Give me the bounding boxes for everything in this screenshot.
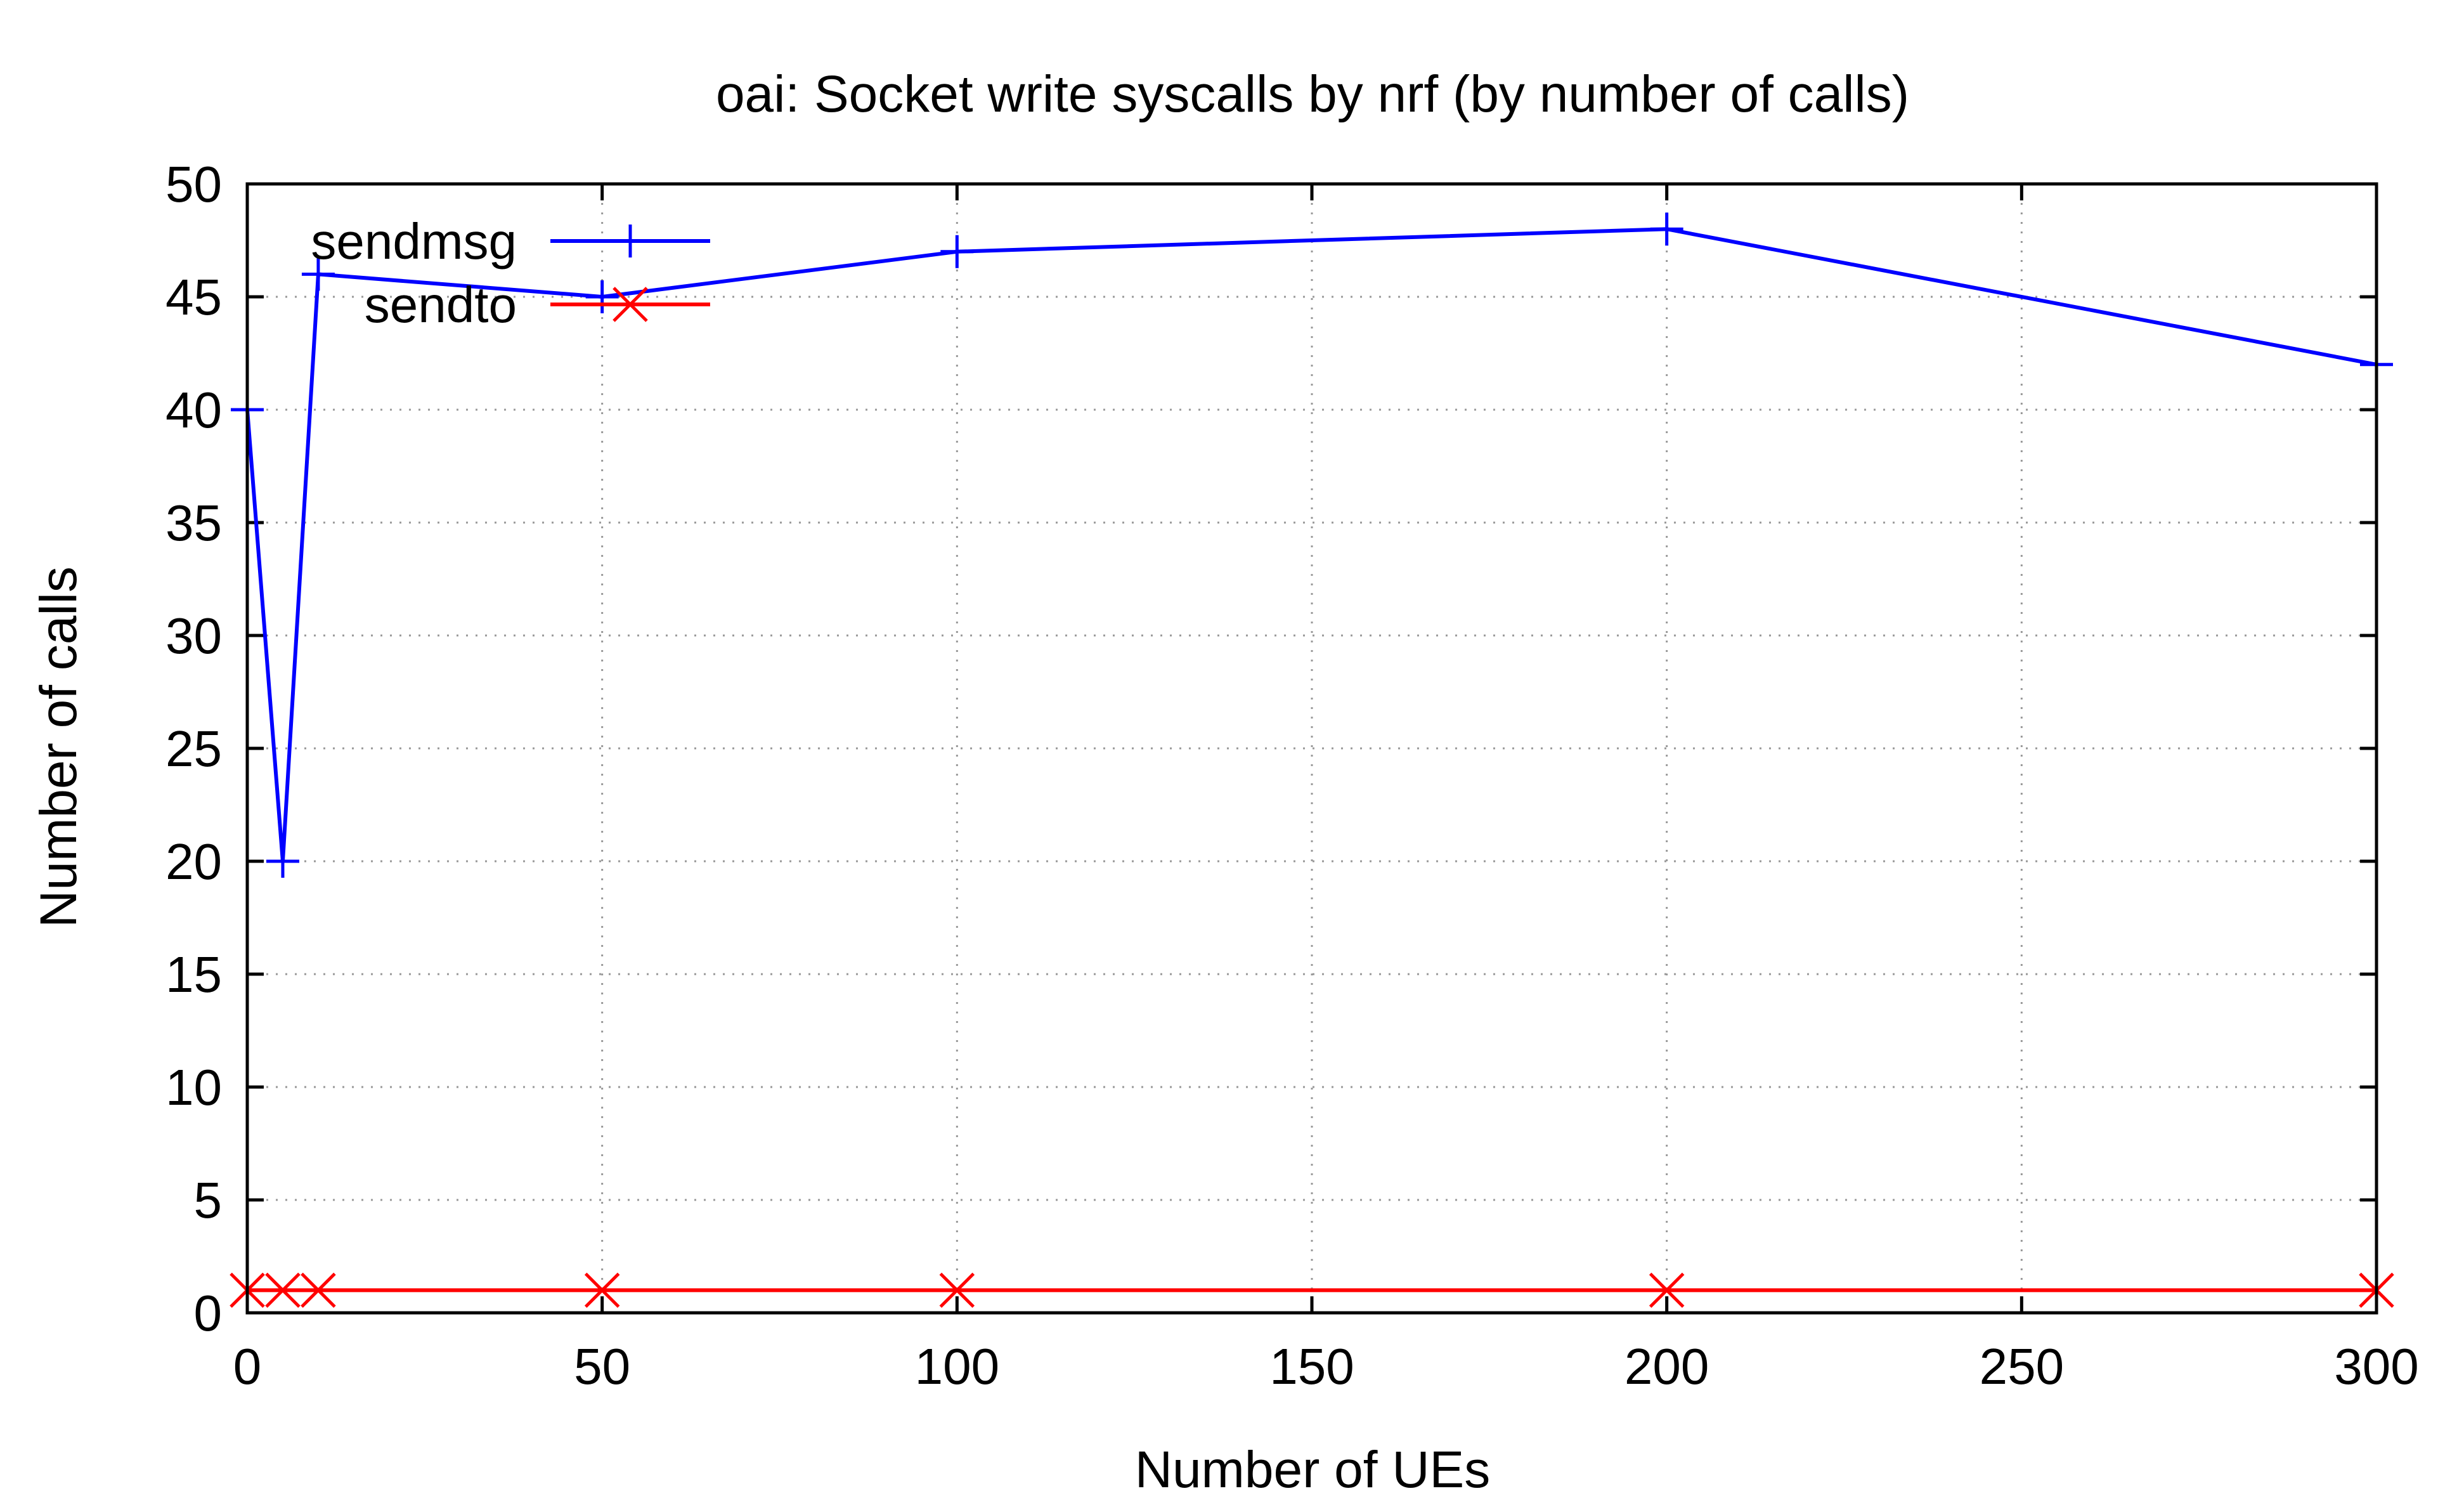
data-point-sendmsg — [301, 257, 335, 291]
y-axis-label: Number of calls — [30, 566, 88, 928]
y-tick-label: 45 — [165, 269, 222, 325]
y-tick-label: 30 — [165, 608, 222, 664]
x-axis-label: Number of UEs — [1135, 1441, 1491, 1498]
y-tick-label: 0 — [194, 1285, 223, 1341]
data-point-sendto — [939, 1272, 975, 1308]
series — [230, 212, 2394, 1308]
data-point-sendto — [584, 1272, 620, 1308]
x-tick-label: 250 — [1980, 1338, 2064, 1395]
series-sendto — [230, 1272, 2394, 1308]
chart-title: oai: Socket write syscalls by nrf (by nu… — [716, 65, 1909, 123]
y-tick-label: 15 — [165, 946, 222, 1003]
axis-tick-labels: 0 5 10 15 20 25 30 35 40 45 50 0 50 100 150 200 250 300 — [165, 156, 2419, 1395]
legend-label: sendmsg — [311, 213, 517, 270]
cross-mark-b — [1649, 1272, 1685, 1308]
cross-mark-b — [939, 1272, 975, 1308]
data-point-sendmsg — [585, 280, 619, 313]
legend: sendmsg sendto — [311, 213, 710, 333]
legend-label: sendto — [365, 277, 517, 333]
data-point-sendmsg — [266, 845, 299, 878]
legend-entry-sendto: sendto — [365, 277, 710, 333]
legend-entry-sendmsg: sendmsg — [311, 213, 710, 270]
y-tick-label: 25 — [165, 720, 222, 777]
y-tick-label: 35 — [165, 495, 222, 551]
x-tick-label: 150 — [1269, 1338, 1354, 1395]
y-tick-label: 5 — [194, 1172, 223, 1228]
x-tick-label: 200 — [1624, 1338, 1709, 1395]
data-point-sendmsg — [940, 235, 974, 268]
legend-swatch-marker — [613, 287, 648, 322]
x-tick-label: 0 — [233, 1338, 262, 1395]
cross-mark-b — [265, 1272, 301, 1308]
x-tick-label: 300 — [2334, 1338, 2418, 1395]
y-tick-label: 40 — [165, 382, 222, 438]
y-tick-label: 20 — [165, 833, 222, 890]
cross-mark-b — [301, 1272, 336, 1308]
legend-swatch-marker — [614, 225, 647, 257]
x-tick-label: 50 — [574, 1338, 630, 1395]
cross-mark-b — [584, 1272, 620, 1308]
y-tick-label: 10 — [165, 1059, 222, 1116]
data-point-sendmsg — [1650, 212, 1683, 246]
y-tick-label: 50 — [165, 156, 222, 212]
x-tick-label: 100 — [915, 1338, 999, 1395]
data-point-sendto — [265, 1272, 301, 1308]
plot-frame — [245, 182, 2378, 1315]
data-point-sendto — [1649, 1272, 1685, 1308]
cross-mark-b — [613, 287, 648, 322]
data-point-sendto — [301, 1272, 336, 1308]
